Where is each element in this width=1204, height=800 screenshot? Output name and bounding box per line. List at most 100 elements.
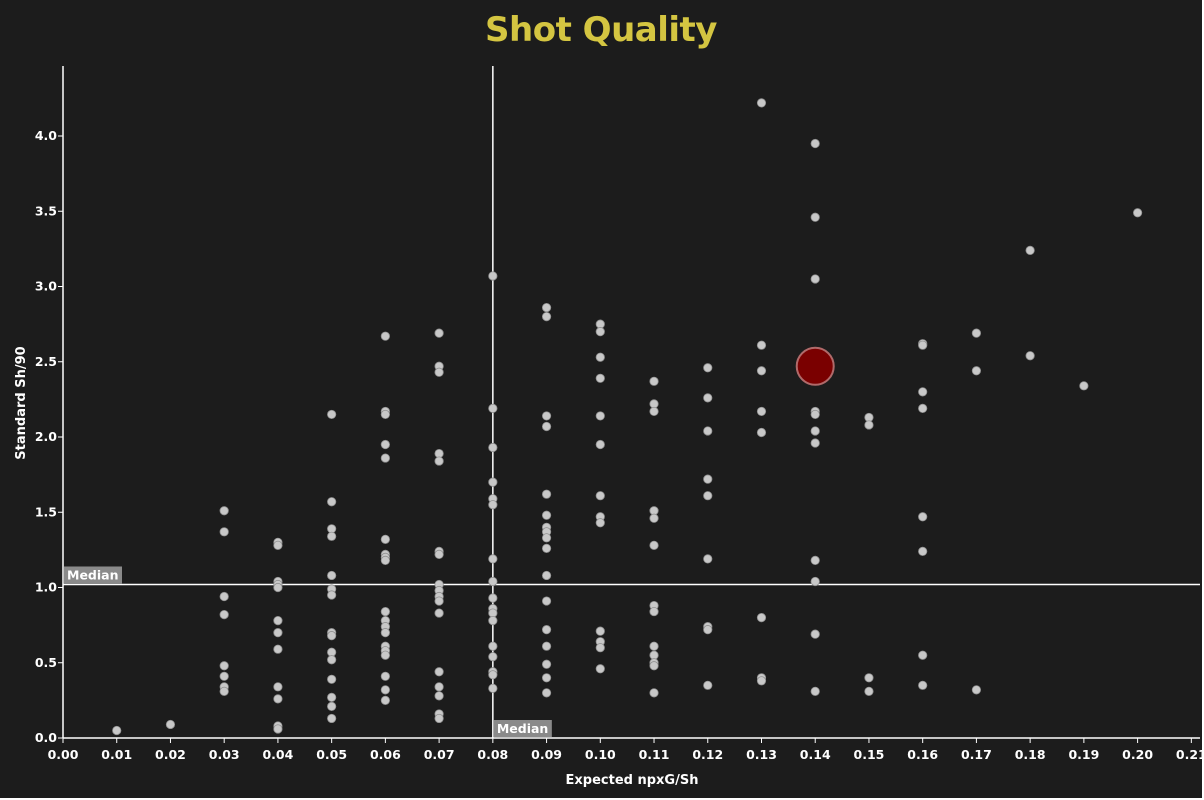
data-point	[434, 596, 444, 606]
data-point	[703, 426, 713, 436]
data-point	[434, 667, 444, 677]
data-point	[327, 701, 337, 711]
y-tick-label: 3.5	[35, 203, 57, 218]
data-point	[810, 576, 820, 587]
data-point	[165, 719, 176, 730]
data-point	[273, 644, 283, 654]
data-point	[864, 420, 874, 430]
data-point	[703, 680, 713, 690]
data-point	[219, 527, 229, 537]
data-point	[1133, 208, 1143, 218]
data-point	[595, 352, 605, 362]
data-point	[541, 659, 552, 669]
data-point	[488, 554, 498, 564]
data-point	[1025, 245, 1035, 255]
x-tick-label: 0.21	[1176, 747, 1204, 762]
data-point	[488, 616, 498, 626]
data-point	[703, 363, 713, 373]
x-tick-label: 0.09	[531, 747, 562, 762]
data-point	[219, 686, 229, 696]
data-point	[918, 680, 928, 690]
data-point	[488, 593, 498, 603]
data-point	[595, 643, 605, 653]
data-point	[327, 692, 337, 702]
data-point	[380, 671, 390, 681]
x-tick-label: 0.02	[155, 747, 186, 762]
median-lines: Median Median	[63, 66, 1200, 738]
data-point	[703, 491, 713, 501]
data-point	[918, 387, 928, 397]
x-tick-label: 0.14	[800, 747, 831, 762]
data-point	[595, 518, 605, 528]
data-point	[488, 477, 498, 487]
y-tick-label: 2.0	[35, 429, 57, 444]
data-point	[918, 340, 928, 350]
data-point	[971, 328, 982, 338]
data-point	[541, 411, 552, 421]
data-point	[434, 713, 444, 724]
data-point	[1025, 351, 1035, 361]
data-point	[380, 331, 390, 341]
x-axis-label: Expected npxG/Sh	[566, 773, 699, 788]
data-point	[541, 533, 552, 543]
data-point	[434, 549, 444, 559]
data-point	[703, 474, 713, 484]
data-point	[703, 393, 713, 403]
x-tick-label: 0.03	[209, 747, 240, 762]
data-point	[756, 366, 767, 376]
data-point	[273, 540, 283, 550]
data-point	[810, 138, 820, 149]
data-point	[541, 625, 552, 635]
data-point	[595, 491, 605, 501]
data-point	[810, 426, 820, 436]
x-tick-label: 0.17	[961, 747, 992, 762]
data-point	[380, 439, 390, 450]
data-point	[918, 512, 928, 522]
data-point	[434, 328, 444, 338]
data-point	[649, 688, 659, 698]
y-tick-label: 0.5	[35, 655, 57, 670]
data-point	[219, 609, 229, 620]
y-axis-label: Standard Sh/90	[14, 346, 29, 459]
data-point	[649, 606, 659, 617]
data-point	[434, 367, 444, 377]
data-point	[380, 695, 390, 705]
y-tick-label: 4.0	[35, 128, 57, 143]
data-point	[434, 456, 444, 466]
axis-labels: Expected npxG/Sh Standard Sh/90	[14, 346, 698, 788]
data-point	[273, 582, 283, 593]
data-point	[756, 427, 767, 438]
data-point	[810, 629, 820, 639]
data-point	[488, 403, 498, 414]
data-point	[380, 534, 390, 544]
x-tick-label: 0.20	[1122, 747, 1153, 762]
data-point	[434, 608, 444, 618]
data-point	[541, 510, 552, 520]
data-point	[380, 650, 390, 660]
data-point	[541, 688, 552, 698]
data-point	[756, 98, 767, 108]
data-point	[327, 713, 337, 724]
data-point	[327, 631, 337, 641]
data-point	[380, 453, 390, 463]
data-point	[541, 311, 552, 322]
data-point	[595, 327, 605, 337]
data-point	[327, 497, 337, 507]
x-tick-label: 0.00	[48, 747, 79, 762]
data-point	[434, 691, 444, 701]
data-point	[327, 655, 337, 665]
data-point	[595, 664, 605, 674]
x-tick-label: 0.10	[585, 747, 616, 762]
y-tick-label: 1.0	[35, 580, 57, 595]
data-point	[541, 543, 552, 553]
y-tick-label: 3.0	[35, 279, 57, 294]
data-point	[380, 409, 390, 420]
data-point	[595, 626, 605, 636]
data-point	[219, 671, 229, 681]
data-point	[810, 686, 820, 696]
x-tick-label: 0.04	[262, 747, 293, 762]
data-point	[541, 673, 552, 683]
data-point	[703, 554, 713, 564]
data-point	[327, 590, 337, 600]
